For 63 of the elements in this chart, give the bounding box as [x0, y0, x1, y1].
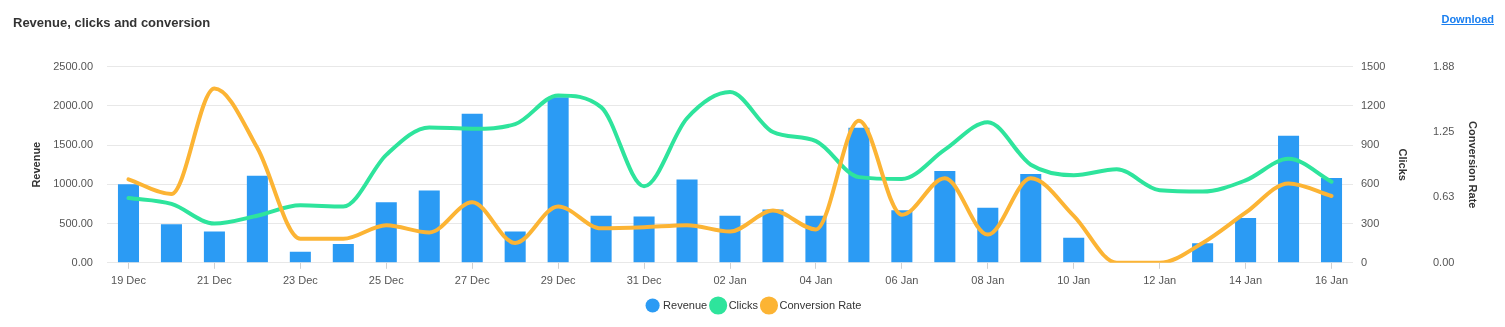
- legend-label: Conversion Rate: [779, 298, 862, 311]
- x-tick-label: 14 Jan: [1229, 274, 1263, 287]
- bar: [848, 127, 870, 263]
- x-tick-label: 16 Jan: [1315, 274, 1349, 287]
- y2-tick-label: 1500: [1361, 59, 1386, 72]
- y3-tick-label: 1.88: [1433, 59, 1455, 72]
- bar: [547, 97, 569, 263]
- x-tick-label: 25 Dec: [368, 274, 405, 287]
- bar: [117, 184, 140, 263]
- y-tick-label: 0.00: [71, 255, 93, 268]
- legend-label: Revenue: [663, 298, 708, 311]
- y3-axis-title: Conversion Rate: [1467, 120, 1480, 209]
- x-tick-label: 27 Dec: [454, 274, 491, 287]
- x-tick-label: 06 Jan: [885, 274, 919, 287]
- text: Download: [1441, 13, 1494, 25]
- bar: [590, 215, 612, 263]
- y-axis-title: Revenue: [29, 141, 42, 188]
- bar: [762, 209, 784, 263]
- bar: [934, 170, 956, 263]
- x-tick-label: 08 Jan: [971, 274, 1005, 287]
- bar: [332, 243, 354, 263]
- bar: [719, 215, 741, 263]
- bar: [1320, 178, 1343, 263]
- y2-tick-label: 300: [1361, 216, 1380, 229]
- y-tick-label: 500.00: [59, 216, 93, 229]
- y-tick-label: 2500.00: [53, 59, 93, 72]
- bar: [418, 190, 440, 263]
- y2-tick-label: 1200: [1361, 98, 1386, 111]
- y-tick-label: 1000.00: [53, 177, 93, 190]
- chart-title: Revenue, clicks and conversion: [13, 15, 211, 30]
- y2-tick-label: 0: [1361, 255, 1368, 268]
- y2-tick-label: 900: [1361, 138, 1380, 151]
- x-tick-label: 19 Dec: [111, 274, 147, 287]
- bar: [461, 113, 483, 263]
- x-tick-label: 12 Jan: [1143, 274, 1177, 287]
- x-tick-label: 21 Dec: [196, 274, 233, 287]
- legend-label: Clicks: [728, 298, 759, 311]
- x-tick-label: 04 Jan: [799, 274, 833, 287]
- x-tick-label: 10 Jan: [1057, 274, 1091, 287]
- x-tick-label: 29 Dec: [540, 274, 577, 287]
- bar: [289, 251, 311, 263]
- bar: [891, 210, 913, 263]
- y3-tick-label: 1.25: [1433, 125, 1455, 138]
- bar: [246, 175, 268, 263]
- y3-tick-label: 0.63: [1433, 190, 1455, 203]
- y3-tick-label: 0.00: [1433, 255, 1455, 268]
- x-tick-label: 23 Dec: [282, 274, 319, 287]
- y2-axis-title: Clicks: [1397, 148, 1410, 181]
- bar: [1020, 174, 1042, 263]
- bar: [160, 224, 182, 263]
- y2-tick-label: 600: [1361, 177, 1380, 190]
- bar: [1235, 218, 1257, 263]
- line-series: [126, 90, 1334, 226]
- bar: [375, 202, 397, 263]
- bar: [203, 231, 225, 263]
- y-tick-label: 2000.00: [53, 98, 93, 111]
- bar: [1063, 237, 1085, 263]
- line-series: [126, 86, 1334, 263]
- bar: [1278, 135, 1300, 263]
- x-tick-label: 02 Jan: [713, 274, 747, 287]
- x-tick-label: 31 Dec: [626, 274, 662, 287]
- y-tick-label: 1500.00: [53, 138, 93, 151]
- bar: [676, 179, 698, 263]
